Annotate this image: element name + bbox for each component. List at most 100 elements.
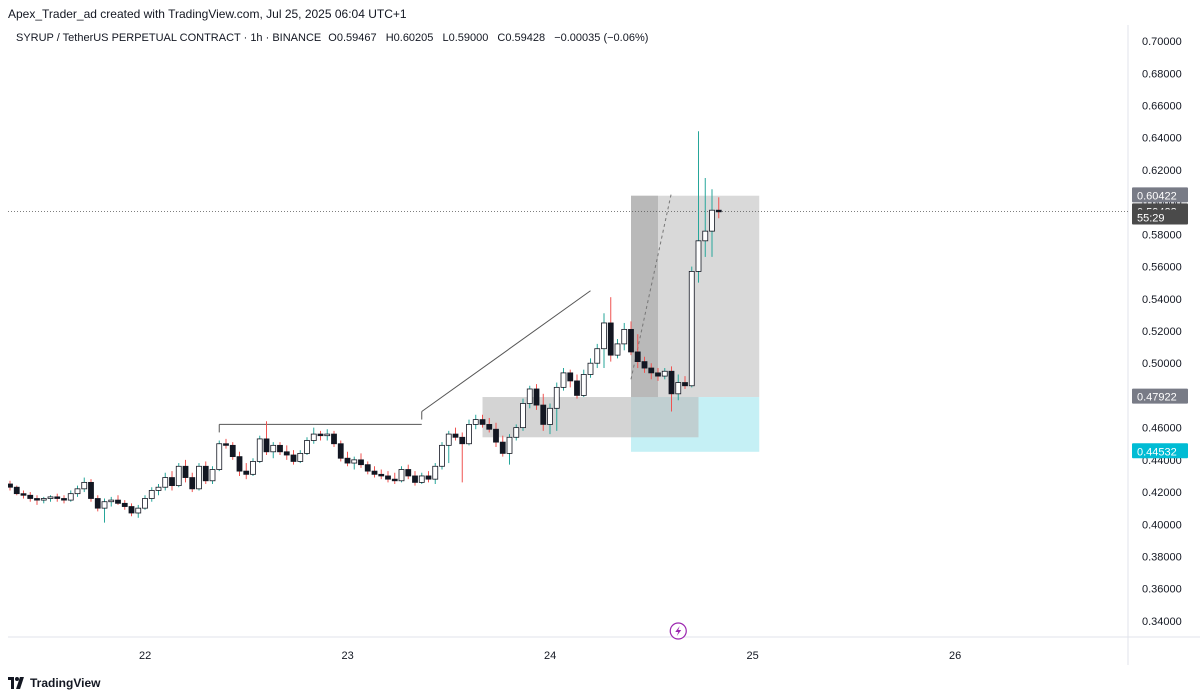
chart-legend: SYRUP / TetherUS PERPETUAL CONTRACT · 1h… (16, 32, 654, 44)
candle-body (533, 388, 540, 406)
candle-body (634, 351, 641, 362)
candle-body (587, 362, 594, 375)
candle-body (331, 433, 337, 445)
price-label-box (1132, 443, 1188, 459)
candle-body (209, 469, 216, 482)
time-tick-label: 23 (342, 650, 354, 662)
candle-body (358, 459, 364, 466)
candle-body (202, 465, 209, 482)
price-tick-label: 0.46000 (1142, 423, 1182, 435)
tradingview-footer[interactable]: TradingView (8, 673, 100, 693)
candle-body (405, 469, 412, 477)
candle-body (526, 388, 533, 404)
candle-body (385, 475, 391, 480)
candle-body (466, 424, 472, 445)
price-label-text: 0.44532 (1137, 446, 1177, 458)
candle-body (520, 403, 526, 429)
candle-body (391, 478, 398, 482)
candle-body (493, 428, 499, 443)
candle-body (344, 457, 351, 464)
candle-body (162, 477, 169, 488)
candle-body (337, 443, 344, 459)
candle-body (351, 459, 358, 464)
candle-body (452, 433, 459, 438)
candle-body (317, 433, 324, 437)
tradingview-brand: TradingView (30, 676, 101, 690)
time-tick-label: 25 (747, 650, 759, 662)
candle-body (594, 348, 601, 364)
candle-body (607, 322, 614, 356)
candle-body (243, 470, 250, 475)
time-tick-label: 26 (949, 650, 961, 662)
legend-open-value: 0.59467 (336, 32, 377, 44)
candle-body (121, 502, 128, 507)
candle-body (27, 494, 34, 499)
time-tick-label: 22 (139, 650, 151, 662)
tradingview-logo-icon (8, 677, 24, 689)
candle-body (142, 498, 148, 509)
price-tick-label: 0.36000 (1142, 584, 1182, 596)
candle-body (250, 461, 256, 475)
price-tick-label: 0.56000 (1142, 262, 1182, 274)
candle-body (47, 496, 54, 499)
price-tick-label: 0.34000 (1142, 616, 1182, 628)
candle-body (499, 441, 506, 454)
price-tick-label: 0.64000 (1142, 133, 1182, 145)
price-tick-label: 0.52000 (1142, 326, 1182, 338)
candle-body (94, 498, 101, 509)
candle-body (283, 451, 290, 456)
candle-body (472, 419, 479, 425)
legend-close-label: C (497, 32, 506, 44)
candle-body (148, 490, 155, 499)
candle-body (601, 322, 607, 350)
candle-body (398, 469, 405, 482)
candle-body (189, 477, 196, 490)
candle-body (263, 438, 270, 453)
candle-body (13, 486, 20, 495)
price-tick-label: 0.70000 (1142, 36, 1182, 48)
candle-body (715, 209, 722, 213)
candle-body (115, 499, 121, 504)
candle-body (506, 436, 513, 454)
candle-body (364, 464, 371, 472)
candle-body (324, 433, 331, 437)
candle-body (513, 427, 520, 438)
price-tick-label: 0.58000 (1142, 229, 1182, 241)
legend-low-label: L (442, 32, 449, 44)
candle-body (425, 475, 432, 480)
candle-body (560, 372, 567, 388)
price-chart[interactable]: 0.700000.680000.660000.640000.620000.600… (7, 25, 1200, 665)
price-tick-label: 0.42000 (1142, 487, 1182, 499)
candle-body (540, 404, 547, 425)
candle-body (702, 230, 709, 242)
candle-body (196, 465, 202, 490)
candle-body (182, 465, 189, 478)
legend-high-value: 0.60205 (393, 32, 434, 44)
price-tick-label: 0.62000 (1142, 165, 1182, 177)
candle-body (655, 372, 661, 377)
candle-body (256, 438, 263, 462)
candle-body (216, 443, 223, 470)
candle-body (67, 493, 74, 501)
candle-body (81, 481, 88, 490)
price-label-text: 55:29 (1137, 212, 1165, 224)
candle-body (614, 343, 621, 356)
candle-body (567, 372, 574, 382)
price-label-box (1132, 209, 1188, 225)
candle-body (108, 499, 115, 503)
legend-change: −0.00035 (−0.06%) (554, 32, 649, 44)
candle-body (628, 328, 634, 353)
candle-body (709, 209, 715, 232)
candle-body (695, 240, 702, 272)
price-label-text: 0.60422 (1137, 190, 1177, 202)
candle-body (236, 456, 243, 472)
chart-area[interactable]: 0.70000 0.68000 0.66000 0.64000 0.62000 0.600… (7, 25, 1200, 665)
candle-body (412, 475, 418, 483)
candle-body (297, 452, 304, 462)
lightning-icon (675, 626, 682, 636)
legend-high-label: H (385, 32, 394, 44)
candle-body (486, 424, 493, 430)
candle-body (155, 486, 162, 491)
candle-body (621, 328, 628, 345)
candle-body (74, 488, 81, 495)
